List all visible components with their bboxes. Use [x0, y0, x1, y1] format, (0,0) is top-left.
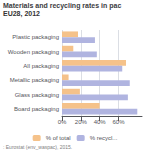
svg-text:Plastic packaging: Plastic packaging — [12, 34, 59, 40]
svg-text:: Eurostat (env_waspac), 2015.: : Eurostat (env_waspac), 2015. — [3, 144, 72, 150]
svg-text:20%: 20% — [75, 119, 88, 125]
svg-text:EU28, 2012: EU28, 2012 — [3, 10, 40, 18]
svg-text:All packaging: All packaging — [23, 63, 59, 69]
svg-text:Metallic packaging: Metallic packaging — [10, 77, 59, 83]
svg-text:% of total: % of total — [46, 135, 71, 141]
svg-text:Board packaging: Board packaging — [14, 106, 59, 112]
svg-text:% recycl...: % recycl... — [90, 135, 118, 141]
svg-text:0%: 0% — [58, 119, 67, 125]
svg-text:Glass packaging: Glass packaging — [15, 92, 59, 98]
svg-text:Wooden packaging: Wooden packaging — [8, 49, 59, 55]
svg-text:40%: 40% — [94, 119, 107, 125]
svg-text:Materials and recycling rates: Materials and recycling rates in pac — [3, 2, 121, 10]
svg-text:60%: 60% — [112, 119, 125, 125]
